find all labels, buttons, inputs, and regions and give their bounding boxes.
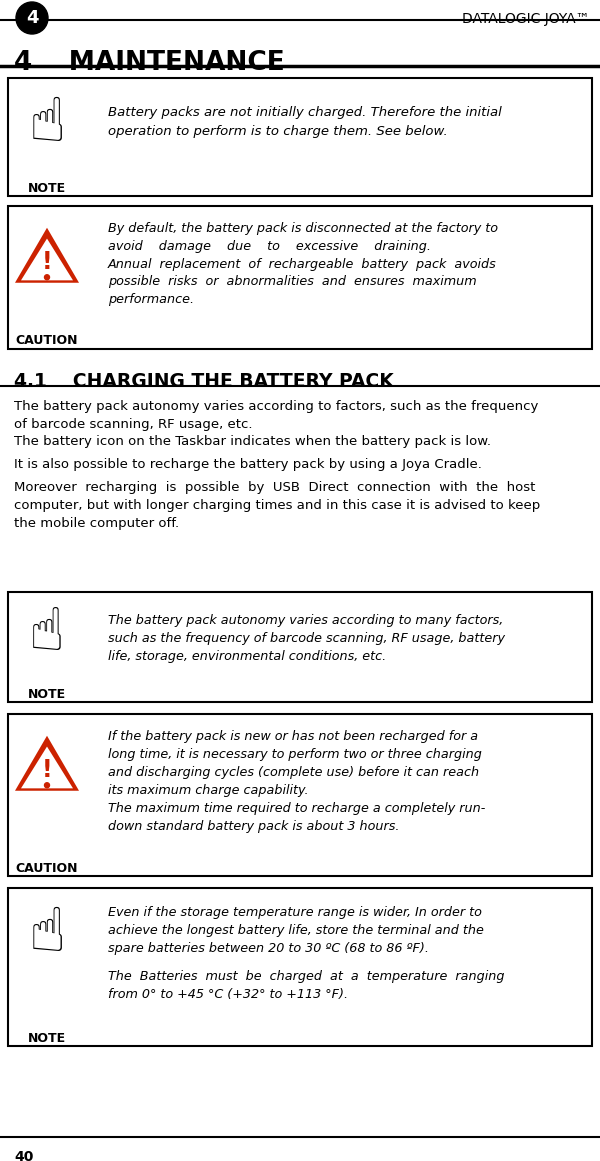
Polygon shape [15,736,79,791]
Text: ☝: ☝ [29,605,65,662]
Text: ☝: ☝ [28,95,65,154]
Circle shape [44,783,49,788]
Bar [8,714,592,877]
Text: !: ! [41,758,52,783]
Bar [8,205,592,349]
Text: The battery pack autonomy varies according to many factors,
such as the frequenc: The battery pack autonomy varies accordi… [108,614,505,663]
Text: The  Batteries  must  be  charged  at  a  temperature  ranging
from 0° to +45 °C: The Batteries must be charged at a tempe… [108,969,505,1001]
Text: The battery icon on the Taskbar indicates when the battery pack is low.: The battery icon on the Taskbar indicate… [14,435,491,448]
Text: 4: 4 [26,9,38,27]
Text: DATALOGIC JOYA™: DATALOGIC JOYA™ [463,12,590,26]
Text: NOTE: NOTE [28,1031,66,1045]
Text: Moreover  recharging  is  possible  by  USB  Direct  connection  with  the  host: Moreover recharging is possible by USB D… [14,481,540,531]
Text: 40: 40 [14,1151,34,1161]
Polygon shape [15,228,79,283]
Circle shape [16,2,48,34]
Bar [8,78,592,196]
Bar [8,888,592,1046]
Text: It is also possible to recharge the battery pack by using a Joya Cradle.: It is also possible to recharge the batt… [14,457,482,471]
Text: NOTE: NOTE [28,181,66,195]
Text: 4    MAINTENANCE: 4 MAINTENANCE [14,50,285,75]
Text: CAUTION: CAUTION [16,861,78,874]
Text: The battery pack autonomy varies according to factors, such as the frequency
of : The battery pack autonomy varies accordi… [14,401,538,431]
Text: !: ! [41,251,52,274]
Bar [8,592,592,702]
Text: Battery packs are not initially charged. Therefore the initial
operation to perf: Battery packs are not initially charged.… [108,106,502,137]
Text: CAUTION: CAUTION [16,334,78,347]
Text: NOTE: NOTE [28,687,66,700]
Text: 4.1    CHARGING THE BATTERY PACK: 4.1 CHARGING THE BATTERY PACK [14,372,394,391]
Text: Even if the storage temperature range is wider, In order to
achieve the longest : Even if the storage temperature range is… [108,906,484,956]
Polygon shape [21,238,73,280]
Polygon shape [21,747,73,788]
Text: If the battery pack is new or has not been recharged for a
long time, it is nece: If the battery pack is new or has not be… [108,730,485,832]
Text: ☝: ☝ [28,906,65,964]
Circle shape [44,275,49,280]
Text: By default, the battery pack is disconnected at the factory to
avoid    damage  : By default, the battery pack is disconne… [108,222,498,307]
